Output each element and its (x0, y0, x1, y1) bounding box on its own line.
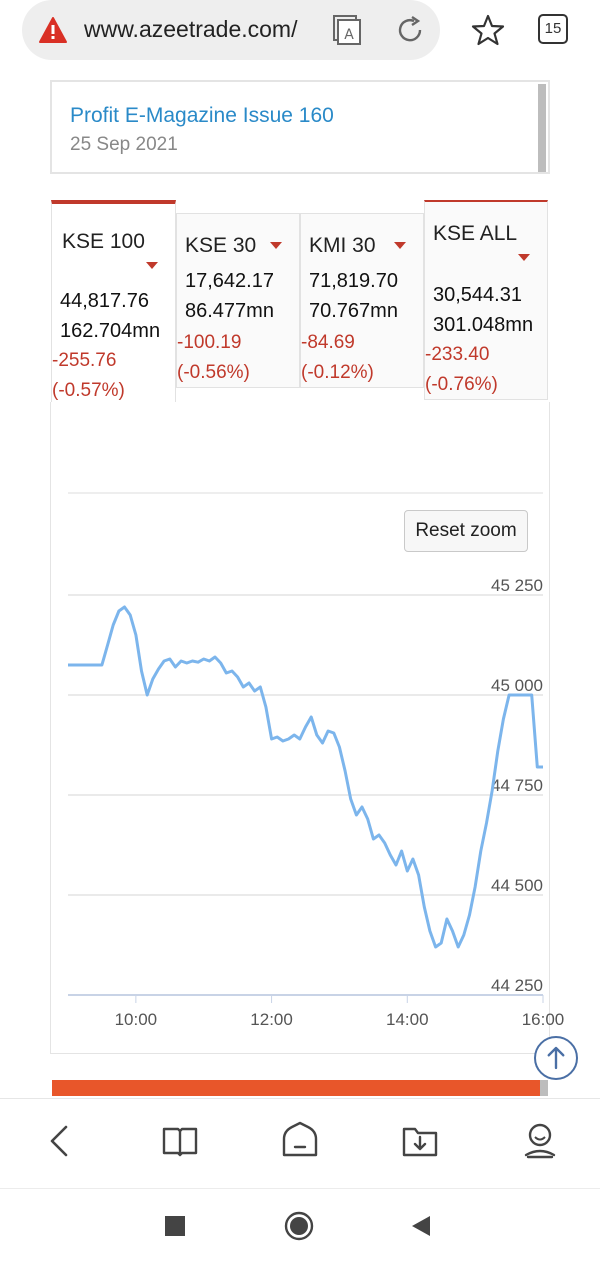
index-value: 44,817.76 (60, 290, 149, 312)
section-header-bar (52, 1080, 540, 1096)
index-change: -84.69 (301, 332, 355, 353)
index-change: -255.76 (52, 350, 117, 371)
tabs-icon[interactable]: 15 (538, 14, 568, 44)
caret-down-icon (394, 242, 406, 249)
downloads-icon[interactable] (400, 1121, 440, 1161)
index-change-pct: (-0.57%) (52, 380, 125, 401)
address-bar[interactable] (22, 0, 440, 60)
index-volume: 162.704mn (60, 320, 161, 342)
index-volume: 301.048mn (433, 314, 534, 336)
index-volume: 86.477mn (185, 300, 274, 322)
index-value: 71,819.70 (309, 270, 398, 292)
home-button-icon[interactable] (284, 1211, 314, 1241)
profile-icon[interactable] (520, 1121, 560, 1161)
index-value: 30,544.31 (433, 284, 522, 306)
home-icon[interactable] (280, 1121, 320, 1161)
reload-icon[interactable] (394, 14, 426, 46)
index-change: -100.19 (177, 332, 242, 353)
magazine-title[interactable]: Profit E-Magazine Issue 160 (70, 104, 334, 127)
magazine-card[interactable]: Profit E-Magazine Issue 160 25 Sep 2021 (50, 80, 550, 174)
tab-kse-30[interactable]: KSE 30 17,642.17 86.477mn -100.19 (-0.56… (176, 213, 300, 388)
recent-apps-icon[interactable] (160, 1211, 190, 1241)
magazine-date: 25 Sep 2021 (70, 134, 178, 155)
scrollbar[interactable] (540, 1080, 548, 1096)
back-button-icon[interactable] (406, 1211, 436, 1241)
warning-icon[interactable] (38, 16, 68, 44)
index-change-pct: (-0.56%) (177, 362, 250, 383)
tab-kse-100[interactable]: KSE 100 44,817.76 162.704mn -255.76 (-0.… (51, 200, 176, 402)
caret-down-icon (518, 254, 530, 261)
index-name: KSE 30 (185, 234, 257, 257)
browser-toolbar: www.azeetrade.com/ A 15 (0, 0, 600, 64)
star-icon[interactable] (470, 12, 506, 48)
svg-text:A: A (344, 27, 354, 43)
scrollbar[interactable] (538, 84, 546, 172)
caret-down-icon (146, 262, 158, 269)
scroll-to-top-icon[interactable] (534, 1036, 578, 1080)
chart-card (50, 402, 550, 1054)
bookmarks-icon[interactable] (160, 1121, 200, 1161)
index-change: -233.40 (425, 344, 490, 365)
index-name: KMI 30 (309, 234, 376, 257)
reset-zoom-button[interactable]: Reset zoom (404, 510, 528, 552)
browser-bottom-nav (0, 1098, 600, 1188)
index-name: KSE 100 (62, 230, 145, 253)
index-change-pct: (-0.12%) (301, 362, 374, 383)
index-name: KSE ALL (433, 222, 518, 245)
tab-kse-all[interactable]: KSE ALL 30,544.31 301.048mn -233.40 (-0.… (424, 200, 548, 400)
url-text[interactable]: www.azeetrade.com/ (84, 16, 298, 42)
caret-down-icon (270, 242, 282, 249)
back-icon[interactable] (40, 1121, 80, 1161)
tab-kmi-30[interactable]: KMI 30 71,819.70 70.767mn -84.69 (-0.12%… (300, 213, 424, 388)
index-change-pct: (-0.76%) (425, 374, 498, 395)
index-value: 17,642.17 (185, 270, 274, 292)
reader-mode-icon[interactable]: A (332, 14, 362, 46)
index-volume: 70.767mn (309, 300, 398, 322)
system-nav-bar (0, 1188, 600, 1267)
